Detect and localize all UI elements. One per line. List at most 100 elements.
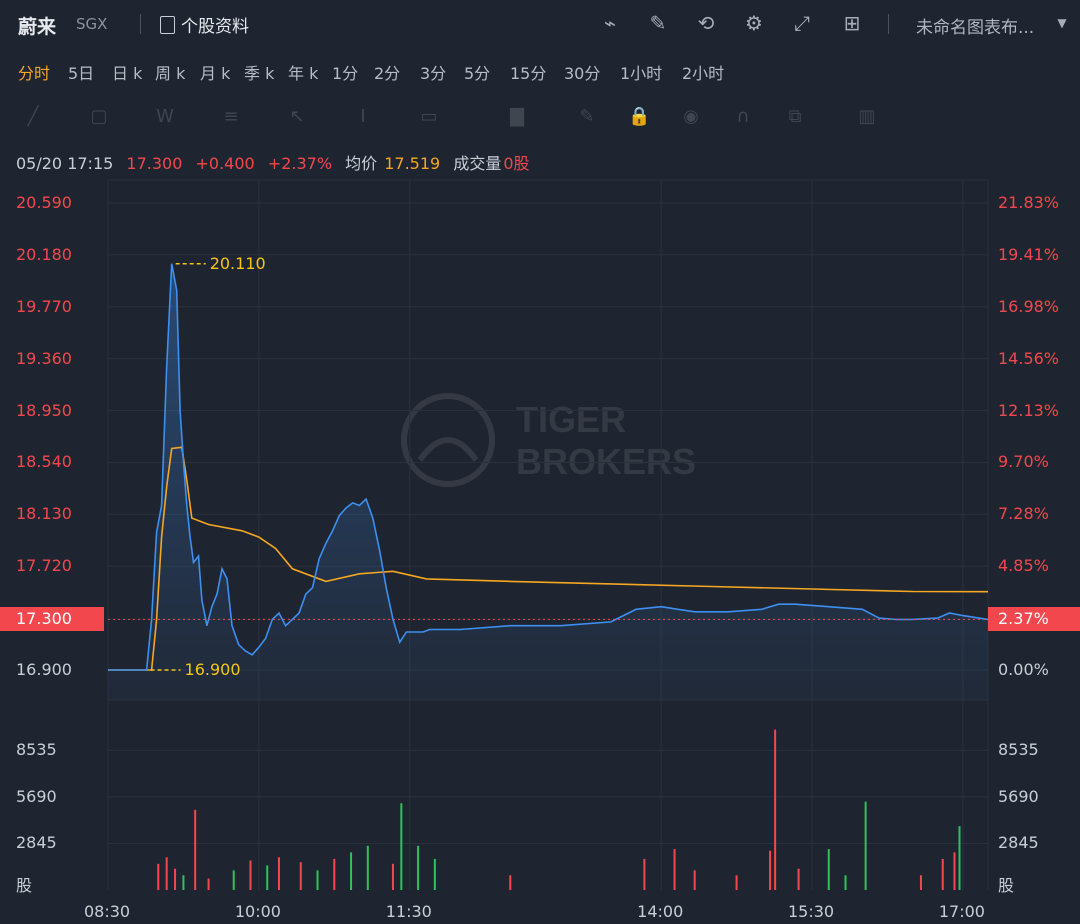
arrow-tool-icon[interactable]: ↖ xyxy=(289,106,305,127)
chart-grid xyxy=(107,179,989,890)
price-tick-label: 20.180 xyxy=(16,244,72,264)
avg-value: 17.519 xyxy=(384,154,441,173)
tab-5day[interactable]: 5日 xyxy=(68,64,95,83)
volume-bar xyxy=(941,858,944,890)
tab-quarter-k[interactable]: 季 k xyxy=(244,64,275,83)
price-tick-label: 19.770 xyxy=(16,296,72,316)
volume-bar xyxy=(735,875,738,890)
watermark: TIGER BROKERS xyxy=(401,393,696,487)
tab-day-k[interactable]: 日 k xyxy=(112,64,143,83)
layers-icon[interactable]: ⧉ xyxy=(788,106,802,127)
gear-icon[interactable]: ⚙ xyxy=(745,11,763,35)
tab-1min[interactable]: 1分 xyxy=(332,64,359,83)
fullscreen-icon[interactable]: ⤢ xyxy=(794,11,810,35)
stock-info-button[interactable]: 个股资料 xyxy=(160,12,249,37)
price-tick-label: 20.590 xyxy=(16,193,72,212)
pct-tick-label: 12.13% xyxy=(998,400,1060,420)
measure-tool-icon[interactable]: ▇ xyxy=(510,106,524,127)
pencil-tool-icon[interactable]: ✎ xyxy=(579,106,595,127)
volume-bar xyxy=(769,850,772,890)
tab-15min[interactable]: 15分 xyxy=(510,64,547,83)
wave-tool-icon[interactable]: W xyxy=(156,106,174,127)
period-tabs: 分时 5日 日 k 周 k 月 k 季 k 年 k 1分 2分 3分 5分 15… xyxy=(0,56,1080,86)
current-pct-tag: 2.37% xyxy=(988,607,1080,631)
tab-3min[interactable]: 3分 xyxy=(420,64,447,83)
chart-layout-title[interactable]: 未命名图表布... xyxy=(916,18,1035,38)
price-tick-label: 19.360 xyxy=(16,348,72,368)
high-label: 20.110 xyxy=(209,253,266,273)
header-divider xyxy=(140,14,141,34)
fib-tool-icon[interactable]: ≡ xyxy=(223,106,239,127)
volume-bar xyxy=(232,870,235,890)
time-tick-label: 10:00 xyxy=(234,902,281,921)
current-price-tag: 17.300 xyxy=(0,607,104,631)
volume-bar xyxy=(165,857,168,890)
pct-tick-label: 7.28% xyxy=(998,504,1049,524)
tab-2min[interactable]: 2分 xyxy=(374,64,401,83)
trash-icon[interactable]: ▥ xyxy=(858,106,876,127)
pct-tick-label: 19.41% xyxy=(998,244,1060,264)
grid-icon[interactable]: ⊞ xyxy=(843,11,861,35)
line-tool-icon[interactable]: ╱ xyxy=(27,106,39,127)
volume-bar xyxy=(400,803,403,890)
volume-bar xyxy=(299,862,302,890)
volume-bar xyxy=(509,875,512,890)
price-tick-label: 16.900 xyxy=(16,660,72,679)
volume-bar xyxy=(333,858,336,890)
volume-bar xyxy=(316,870,319,890)
eye-icon[interactable]: ◉ xyxy=(683,106,699,127)
edit-icon[interactable]: ✎ xyxy=(649,11,667,35)
volume-tick-label: 股 xyxy=(16,876,33,895)
volume-label: 成交量 xyxy=(453,154,502,173)
price-tick-label: 17.720 xyxy=(16,556,72,576)
quote-change: +0.400 xyxy=(195,154,255,173)
pct-tick-label: 16.98% xyxy=(998,296,1060,316)
price-line xyxy=(108,263,989,671)
refresh-icon[interactable]: ⟲ xyxy=(697,11,715,35)
chart-line-icon[interactable]: ⌁ xyxy=(603,11,617,35)
tab-intraday[interactable]: 分时 xyxy=(18,64,51,83)
volume-value: 0 xyxy=(503,154,514,173)
header-bar: 蔚来 SGX 个股资料 ⌁ ✎ ⟲ ⚙ ⤢ ⊞ 未命名图表布... ▼ xyxy=(0,0,1080,48)
volume-bar xyxy=(958,826,961,890)
quote-infobar: 05/20 17:15 17.300 +0.400 +2.37% 均价 17.5… xyxy=(16,150,538,174)
volume-bar xyxy=(182,875,185,890)
tab-30min[interactable]: 30分 xyxy=(564,64,601,83)
label-tool-icon[interactable]: ▭ xyxy=(420,106,438,127)
tab-month-k[interactable]: 月 k xyxy=(200,64,231,83)
volume-bar xyxy=(157,863,160,890)
volume-bar xyxy=(673,849,676,890)
svg-text:BROKERS: BROKERS xyxy=(516,441,696,482)
rectangle-tool-icon[interactable]: ▢ xyxy=(90,106,108,127)
volume-bar xyxy=(417,845,420,890)
volume-bar xyxy=(953,852,956,890)
text-tool-icon[interactable]: I xyxy=(360,106,366,127)
lock-icon[interactable]: 🔒 xyxy=(628,106,651,127)
volume-tick-label: 5690 xyxy=(998,786,1039,806)
volume-bar xyxy=(693,870,696,890)
time-tick-label: 14:00 xyxy=(637,902,684,921)
time-tick-label: 11:30 xyxy=(385,902,432,921)
drawing-toolbar: ╱ ▢ W ≡ ↖ I ▭ ▇ ✎ 🔒 ◉ ∩ ⧉ ▥ xyxy=(0,96,1080,138)
price-tick-label: 18.130 xyxy=(16,504,72,524)
stock-info-label: 个股资料 xyxy=(181,17,249,37)
magnet-icon[interactable]: ∩ xyxy=(736,106,750,127)
volume-tick-label: 8535 xyxy=(998,740,1039,760)
time-tick-label: 15:30 xyxy=(788,902,835,921)
dropdown-icon[interactable]: ▼ xyxy=(1057,16,1067,30)
tab-year-k[interactable]: 年 k xyxy=(288,64,319,83)
tab-1hour[interactable]: 1小时 xyxy=(620,64,663,83)
volume-bar xyxy=(366,845,369,890)
volume-bar xyxy=(194,809,197,890)
volume-bar xyxy=(350,852,353,890)
volume-tick-label: 5690 xyxy=(16,786,57,806)
tab-5min[interactable]: 5分 xyxy=(464,64,491,83)
volume-bar xyxy=(277,857,280,890)
volume-unit: 股 xyxy=(513,154,530,173)
tab-2hour[interactable]: 2小时 xyxy=(682,64,725,83)
tab-week-k[interactable]: 周 k xyxy=(155,64,186,83)
avg-price-line xyxy=(108,446,989,671)
volume-bar xyxy=(827,849,830,890)
svg-text:TIGER: TIGER xyxy=(516,399,626,440)
